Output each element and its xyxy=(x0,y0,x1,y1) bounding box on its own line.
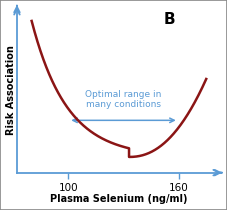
X-axis label: Plasma Selenium (ng/ml): Plasma Selenium (ng/ml) xyxy=(50,194,188,205)
Y-axis label: Risk Association: Risk Association xyxy=(5,45,16,135)
Text: Optimal range in
many conditions: Optimal range in many conditions xyxy=(85,90,162,109)
Text: B: B xyxy=(164,12,176,27)
